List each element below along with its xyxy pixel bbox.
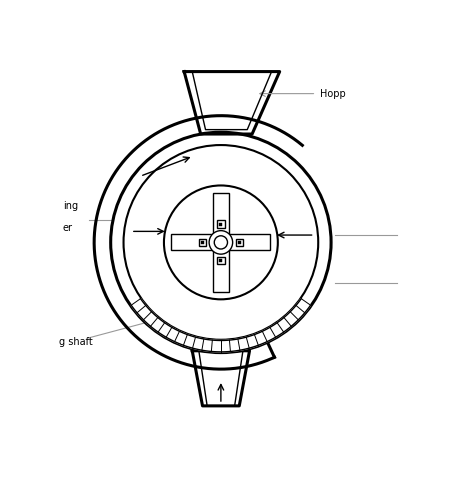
Text: g shaft: g shaft: [59, 336, 93, 347]
Polygon shape: [184, 72, 280, 134]
Bar: [213, 244, 229, 292]
Circle shape: [209, 231, 233, 254]
Polygon shape: [192, 351, 249, 406]
Circle shape: [111, 132, 331, 353]
Text: ing: ing: [63, 201, 78, 211]
Text: er: er: [63, 223, 73, 233]
Text: Hopp: Hopp: [320, 89, 346, 98]
Bar: [199, 239, 206, 246]
Bar: [219, 259, 222, 262]
Circle shape: [214, 236, 228, 249]
Bar: [236, 239, 243, 246]
Bar: [217, 220, 225, 228]
Bar: [238, 241, 241, 244]
Circle shape: [164, 185, 278, 300]
Bar: [219, 223, 222, 226]
Bar: [223, 234, 271, 251]
Polygon shape: [131, 299, 310, 352]
Bar: [217, 257, 225, 264]
Bar: [213, 193, 229, 240]
Bar: [171, 234, 219, 251]
Bar: [201, 241, 204, 244]
